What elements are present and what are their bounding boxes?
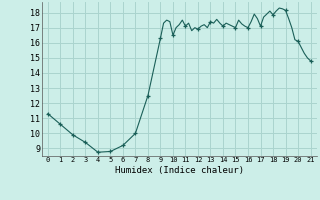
X-axis label: Humidex (Indice chaleur): Humidex (Indice chaleur)	[115, 166, 244, 175]
